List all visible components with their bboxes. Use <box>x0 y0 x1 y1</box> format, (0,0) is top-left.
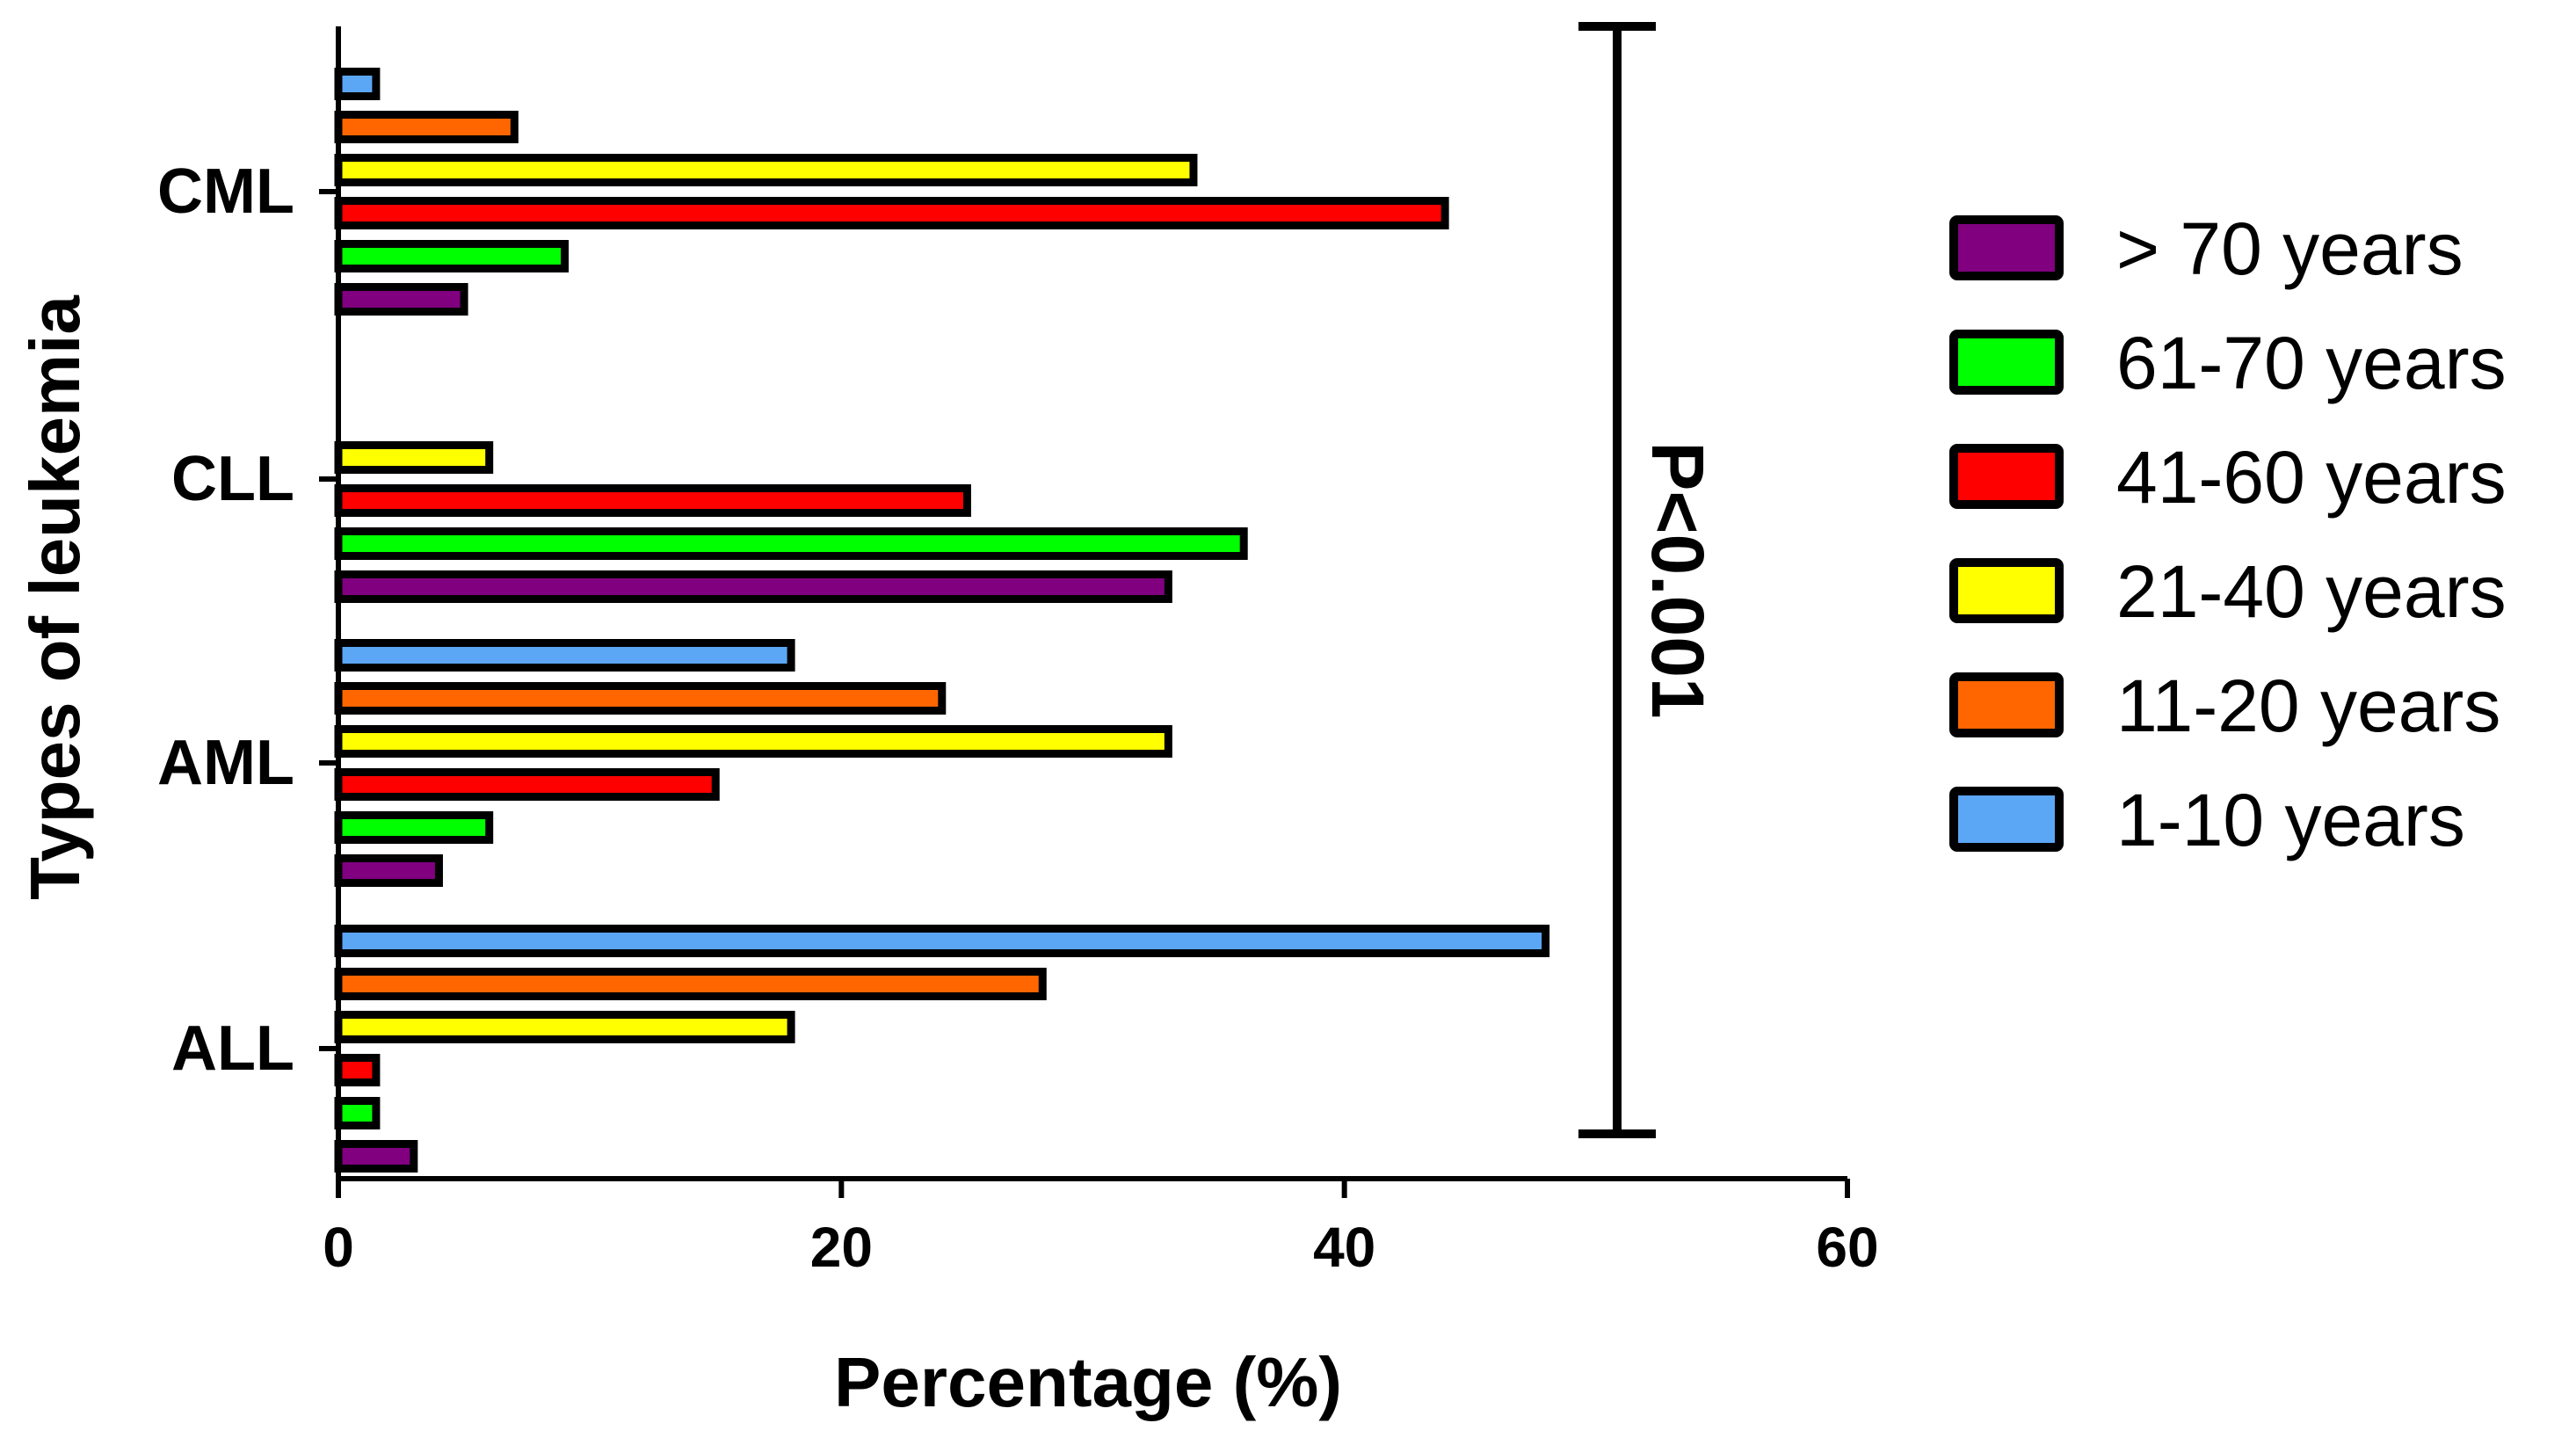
x-tick-label-20: 20 <box>810 1216 873 1279</box>
bar-aml-4 <box>334 725 1172 758</box>
x-tick-label-40: 40 <box>1313 1216 1375 1279</box>
bar-cml-6 <box>334 68 381 100</box>
bar-aml-5 <box>334 682 947 715</box>
bar-all-1 <box>334 1140 418 1173</box>
bar-cml-5 <box>334 111 519 143</box>
legend-label-5: 11-20 years <box>2116 664 2500 747</box>
bar-aml-3 <box>334 768 720 801</box>
bar-cml-4 <box>334 154 1198 186</box>
bar-aml-6 <box>334 639 795 672</box>
p-value-label: P<0.001 <box>1636 441 1719 718</box>
bar-all-3 <box>334 1054 381 1086</box>
legend-swatch-4 <box>1949 558 2064 623</box>
y-tick-label-cml: CML <box>157 156 294 227</box>
x-tick-label-0: 0 <box>323 1216 354 1279</box>
legend-swatch-5 <box>1949 672 2064 737</box>
legend-swatch-2 <box>1949 330 2064 395</box>
legend-swatch-6 <box>1949 787 2064 852</box>
axes-group: 0 20 40 60 ALL AML CLL CML <box>157 26 1879 1279</box>
bar-all-6 <box>334 925 1550 957</box>
bar-cml-3 <box>334 197 1449 229</box>
y-tick-label-cll: CLL <box>171 444 294 514</box>
legend-label-3: 41-60 years <box>2116 436 2507 519</box>
y-axis-title: Types of leukemia <box>16 295 94 900</box>
x-tick-label-60: 60 <box>1816 1216 1878 1279</box>
bar-aml-1 <box>334 854 443 887</box>
significance-annotation: P<0.001 <box>1578 22 1719 1138</box>
legend-swatch-1 <box>1949 215 2064 280</box>
bar-cll-4 <box>334 441 494 474</box>
bar-cll-2 <box>334 527 1248 560</box>
bar-cll-3 <box>334 484 971 517</box>
legend-swatch-3 <box>1949 444 2064 509</box>
legend-label-6: 1-10 years <box>2116 779 2465 861</box>
bar-all-5 <box>334 968 1047 1000</box>
bar-all-4 <box>334 1011 795 1043</box>
legend-label-1: > 70 years <box>2116 207 2464 290</box>
legend: > 70 years 61-70 years 41-60 years 21-40 ye… <box>1949 207 2507 861</box>
bar-all-2 <box>334 1097 381 1129</box>
x-axis-title: Percentage (%) <box>834 1343 1342 1421</box>
y-tick-label-all: ALL <box>171 1013 294 1084</box>
y-tick-label-aml: AML <box>157 728 294 798</box>
bars-group <box>334 68 1550 1173</box>
bar-cll-1 <box>334 570 1172 603</box>
bar-cml-2 <box>334 240 570 272</box>
legend-label-4: 21-40 years <box>2116 550 2507 633</box>
bar-cml-1 <box>334 283 468 316</box>
bar-aml-2 <box>334 811 494 844</box>
legend-label-2: 61-70 years <box>2116 322 2507 404</box>
